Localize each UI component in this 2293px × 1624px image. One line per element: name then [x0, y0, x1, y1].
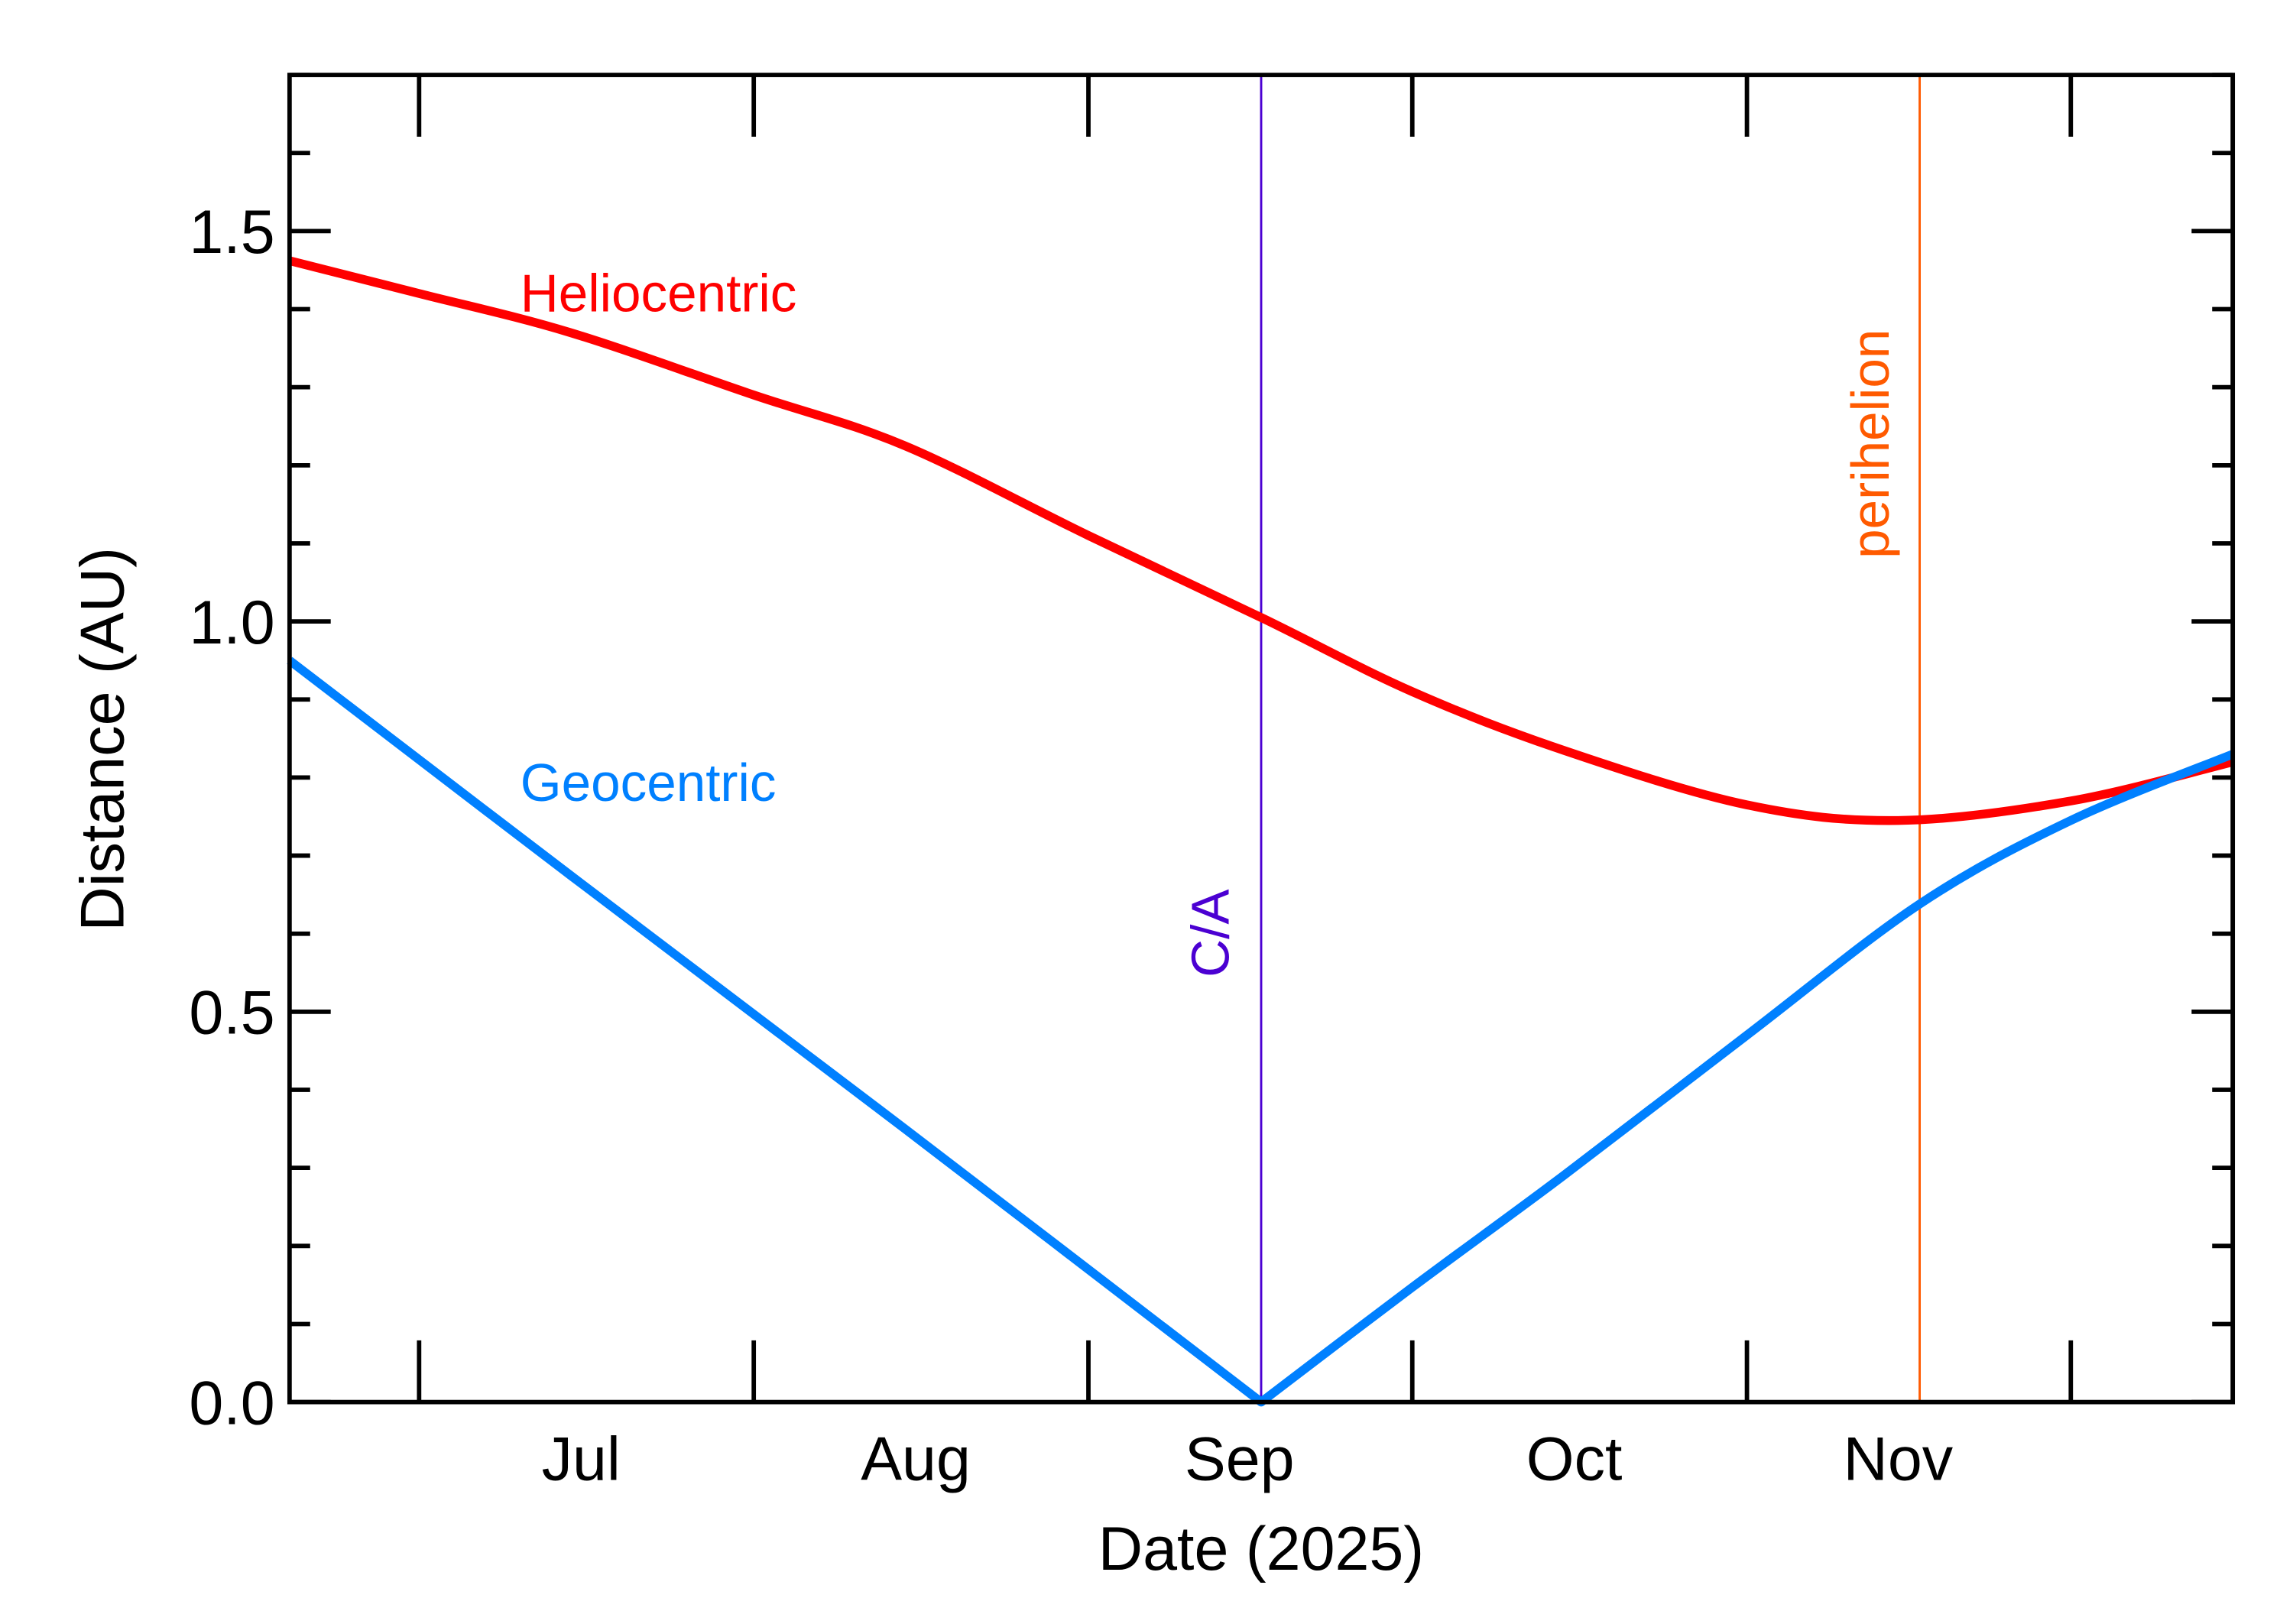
- y-tick-label: 0.0: [189, 1369, 274, 1438]
- y-tick-label: 0.5: [189, 979, 274, 1048]
- x-axis-title: Date (2025): [1098, 1515, 1424, 1583]
- series-label-geocentric: Geocentric: [521, 753, 777, 812]
- series-line-geocentric: [287, 656, 2235, 1407]
- plot-frame: [287, 73, 2236, 1405]
- series-layer: [287, 256, 2235, 1407]
- series-line-heliocentric: [288, 256, 2234, 825]
- y-tick-label: 1.5: [189, 198, 274, 267]
- x-tick-label: Nov: [1844, 1425, 1954, 1494]
- annotation-label-ca: C/A: [1181, 889, 1241, 977]
- tick-layer: [289, 73, 2233, 1405]
- y-axis-title: Distance (AU): [69, 547, 138, 932]
- x-tick-label: Sep: [1185, 1425, 1295, 1494]
- x-tick-label: Jul: [542, 1425, 621, 1494]
- x-tick-label: Oct: [1526, 1425, 1623, 1494]
- x-tick-label: Aug: [861, 1425, 971, 1494]
- annotation-layer: [1260, 75, 1922, 1402]
- label-layer: Jul Aug Sep Oct Nov 0.0 0.5 1.0 1.5: [189, 198, 1953, 1493]
- annotation-label-perihelion: perihelion: [1841, 329, 1900, 559]
- y-tick-label: 1.0: [189, 588, 274, 657]
- series-label-heliocentric: Heliocentric: [521, 264, 797, 323]
